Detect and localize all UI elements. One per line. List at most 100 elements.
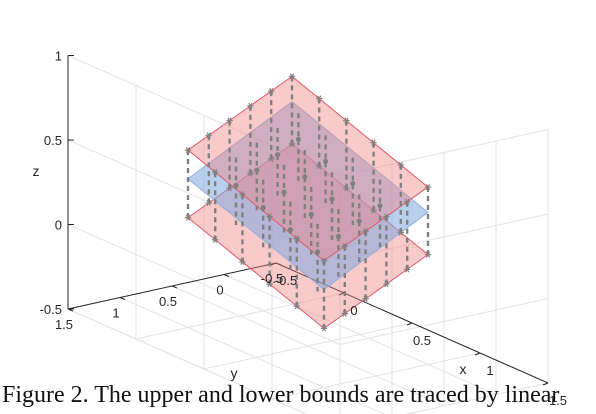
upper-sample-marker (362, 228, 369, 235)
upper-sample-marker (239, 191, 246, 198)
upper-sample-marker (247, 102, 254, 109)
asterisk-stroke (185, 214, 191, 221)
x-tick-label: 0 (350, 303, 357, 318)
asterisk-stroke (398, 229, 403, 236)
y-tick-mark (119, 297, 126, 300)
x-tick-mark (338, 292, 345, 296)
z-axis-label: z (33, 163, 40, 179)
lower-sample-marker (370, 207, 377, 214)
lower-sample-marker (205, 199, 212, 206)
estimate-sample-marker (323, 158, 329, 164)
estimate-sample-marker (350, 180, 356, 187)
asterisk-stroke (425, 251, 431, 258)
upper-sample-marker (205, 132, 212, 139)
lower-sample-marker (404, 266, 411, 273)
asterisk-stroke (405, 198, 410, 205)
lower-sample-marker (226, 185, 233, 192)
z-tick-label: -0.5 (40, 302, 62, 317)
estimate-sample-marker (287, 227, 293, 233)
asterisk-stroke (248, 170, 253, 177)
y-tick-label: 0.5 (159, 294, 177, 309)
upper-sample-marker (293, 235, 300, 242)
y-tick-label: 1 (112, 306, 119, 321)
lower-sample-marker (341, 310, 348, 317)
tick-labels: -0.500.51-0.500.511.5-0.500.511.5 (40, 49, 567, 409)
estimate-sample-marker (275, 152, 281, 158)
wall-grid-line (405, 382, 549, 414)
upper-sample-marker (370, 139, 377, 146)
z-tick-label: 0.5 (44, 133, 62, 148)
x-tick-mark (542, 382, 549, 386)
lower-sample-marker (293, 303, 300, 310)
upper-sample-marker (266, 213, 273, 220)
asterisk-stroke (398, 161, 403, 168)
upper-sample-marker (397, 161, 404, 168)
asterisk-stroke (363, 228, 368, 235)
wall-grid-line (67, 308, 308, 414)
y-tick-mark (223, 274, 230, 277)
upper-sample-marker (404, 198, 411, 205)
upper-sample-marker (212, 169, 219, 176)
estimate-sample-marker (356, 218, 362, 224)
asterisk-stroke (248, 102, 253, 109)
asterisk-stroke (405, 266, 410, 273)
lower-sample-marker (343, 185, 350, 192)
asterisk-stroke (384, 281, 389, 288)
x-tick-mark (474, 352, 481, 356)
y-tick-mark (67, 308, 74, 312)
asterisk-stroke (267, 280, 272, 288)
asterisk-stroke (342, 242, 347, 250)
asterisk-stroke (206, 132, 211, 139)
sample-markers (184, 73, 432, 332)
estimate-sample-marker (315, 249, 321, 255)
y-tick-label: -0.5 (261, 271, 283, 286)
upper-sample-marker (288, 73, 296, 80)
upper-sample-marker (383, 213, 390, 220)
lower-sample-marker (266, 280, 273, 288)
estimate-sample-marker (302, 174, 308, 180)
asterisk-stroke (185, 146, 191, 154)
z-tick-label: 1 (55, 49, 62, 64)
wall-grid-line (339, 129, 549, 176)
asterisk-stroke (321, 325, 327, 332)
z-tick-label: 0 (55, 218, 62, 233)
x-tick-label: 1.5 (549, 393, 567, 408)
x-tick-mark (406, 322, 413, 326)
x-axis-label: x (460, 361, 467, 377)
figure-caption: Figure 2. The upper and lower bounds are… (2, 382, 560, 408)
lower-sample-marker (247, 170, 254, 177)
asterisk-stroke (206, 199, 211, 206)
estimate-sample-marker (308, 211, 314, 217)
upper-sample-marker (343, 117, 350, 124)
asterisk-stroke (294, 303, 299, 310)
asterisk-stroke (342, 310, 347, 317)
upper-sample-marker (184, 146, 192, 154)
floor-grid-line (171, 285, 445, 407)
y-tick-label: 1.5 (55, 317, 73, 332)
asterisk-stroke (289, 140, 295, 148)
y-axis-label: y (231, 365, 238, 381)
floor-grid-line (119, 297, 386, 414)
asterisk-stroke (371, 139, 376, 146)
lower-sample-marker (362, 295, 369, 302)
surfaces (187, 75, 429, 329)
upper-sample-marker (341, 242, 348, 250)
estimate-sample-marker (254, 167, 260, 173)
asterisk-stroke (240, 258, 245, 266)
y-tick-mark (275, 262, 282, 266)
lower-sample-marker (383, 281, 390, 288)
x-tick-mark (270, 262, 277, 266)
asterisk-stroke (213, 236, 218, 243)
lower-sample-marker (397, 229, 404, 236)
x-tick-label: -0.5 (275, 273, 297, 288)
lower-sample-marker (239, 258, 246, 266)
asterisk-stroke (317, 163, 322, 170)
estimate-sample-marker (329, 196, 335, 202)
upper-sample-marker (316, 95, 323, 102)
wall-grid-line (339, 298, 549, 345)
upper-sample-marker (268, 88, 275, 95)
wall-grid-line (67, 224, 341, 345)
estimate-sample-marker (335, 233, 341, 240)
lower-sample-marker (288, 140, 296, 148)
asterisk-stroke (269, 88, 274, 95)
